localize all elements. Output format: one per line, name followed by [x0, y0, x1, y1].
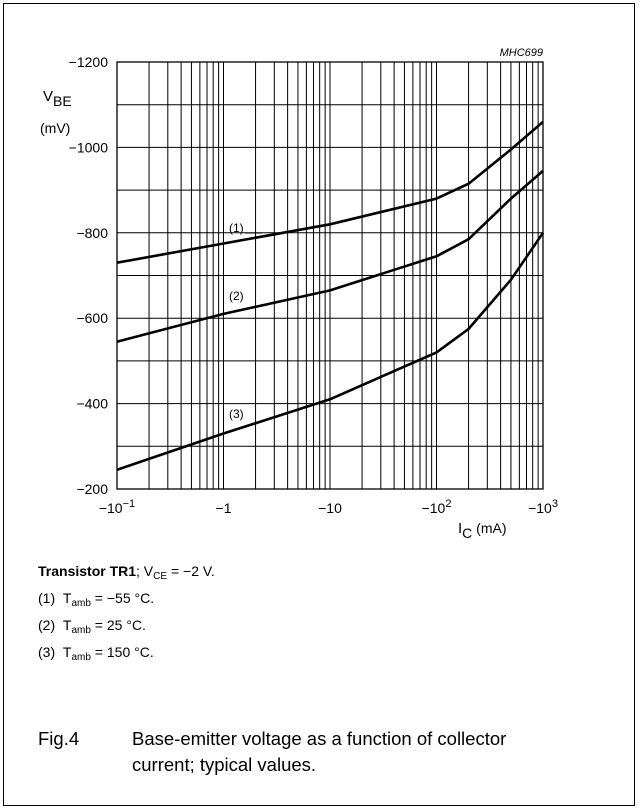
figure-number: Fig.4: [38, 728, 80, 749]
test-conditions: Transistor TR1; VCE = −2 V. (1) Tamb = −…: [38, 559, 215, 667]
y-tick-label: −1000: [69, 139, 109, 155]
series-line: [116, 232, 545, 472]
series-line: [116, 169, 544, 343]
caption-text: Base-emitter voltage as a function of co…: [132, 728, 507, 775]
plot-frame: [116, 61, 544, 490]
chart: (1)(2)(3)−1200−1000−800−600−400−200−10−1…: [40, 47, 558, 541]
x-tick-label: −10−1: [99, 498, 135, 516]
condition-line: (2) Tamb = 25 °C.: [38, 617, 146, 636]
y-axis-unit: (mV): [40, 120, 70, 136]
transistor-condition: Transistor TR1; VCE = −2 V.: [38, 563, 215, 582]
y-tick-label: −600: [76, 310, 108, 326]
y-tick-label: −800: [76, 225, 108, 241]
series-label: (1): [229, 221, 244, 235]
figure-frame: [3, 3, 635, 806]
figure-code: MHC699: [500, 47, 543, 59]
transistor-label: Transistor TR1: [38, 563, 137, 579]
x-axis-label: IC (mA): [458, 520, 507, 541]
series-layer: [116, 120, 545, 472]
chart-grid: [117, 62, 543, 489]
y-axis-label: VBE: [43, 88, 72, 109]
x-tick-label: −10: [318, 500, 342, 516]
plot-area: [116, 61, 544, 490]
condition-line: (1) Tamb = −55 °C.: [38, 590, 155, 609]
x-tick-label: −102: [422, 498, 452, 516]
x-tick-label: −103: [528, 498, 558, 516]
y-tick-label: −1200: [69, 54, 109, 70]
series-label: (2): [229, 289, 244, 303]
series-line: [116, 120, 544, 264]
labels-layer: (1)(2)(3)−1200−1000−800−600−400−200−10−1…: [40, 47, 558, 541]
x-tick-label: −1: [216, 500, 232, 516]
y-tick-label: −400: [76, 396, 108, 412]
series-label: (3): [229, 407, 244, 421]
figure-caption: Fig.4 Base-emitter voltage as a function …: [38, 726, 512, 778]
y-tick-label: −200: [76, 481, 108, 497]
condition-line: (3) Tamb = 150 °C.: [38, 644, 154, 663]
